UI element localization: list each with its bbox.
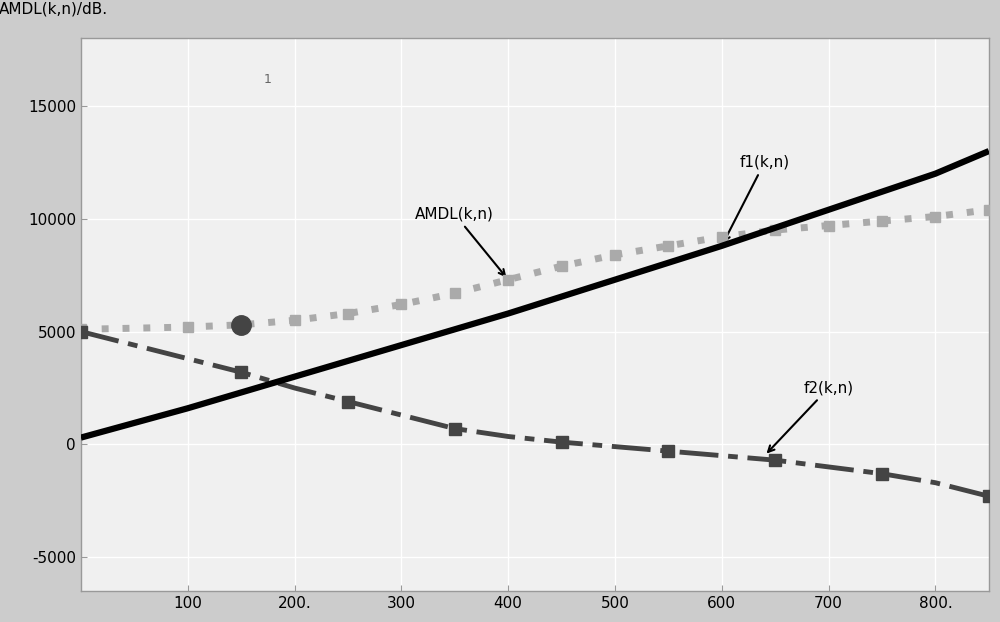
Y-axis label: AMDL(k,n)/dB.: AMDL(k,n)/dB. bbox=[0, 1, 108, 16]
Text: 1: 1 bbox=[264, 73, 272, 86]
Text: f2(k,n): f2(k,n) bbox=[768, 381, 854, 452]
Text: AMDL(k,n): AMDL(k,n) bbox=[415, 207, 505, 276]
Text: f1(k,n): f1(k,n) bbox=[724, 155, 790, 241]
